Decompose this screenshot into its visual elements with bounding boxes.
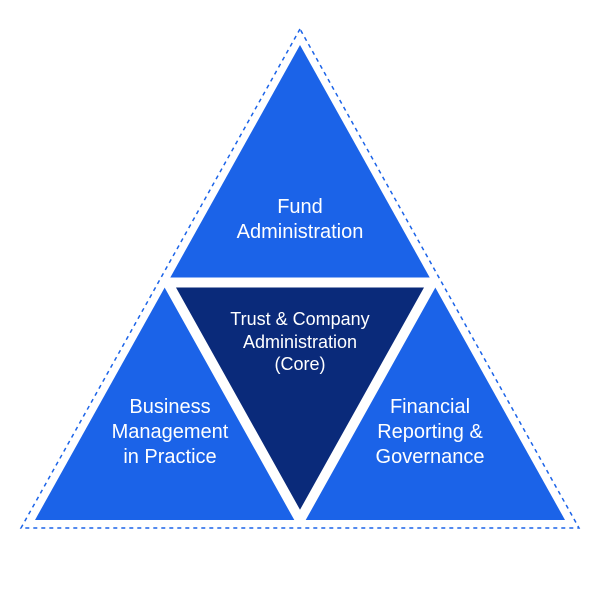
triangle-svg [0, 0, 600, 600]
triangle-diagram: { "diagram": { "type": "infographic", "b… [0, 0, 600, 600]
label-left: BusinessManagementin Practice [70, 395, 270, 485]
label-top: FundAdministration [200, 195, 400, 255]
label-center: Trust & CompanyAdministration(Core) [195, 308, 405, 388]
label-right: FinancialReporting &Governance [330, 395, 530, 485]
